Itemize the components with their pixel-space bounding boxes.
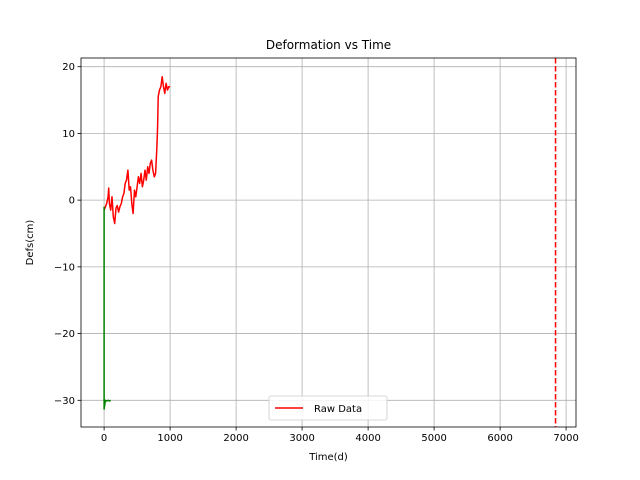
x-tick-label: 5000	[421, 433, 446, 444]
chart-title: Deformation vs Time	[266, 38, 391, 52]
plot-frame	[80, 57, 577, 428]
series-line-green	[103, 206, 112, 410]
y-tick-label: −10	[54, 262, 75, 273]
x-tick-label: 6000	[487, 433, 512, 444]
x-tick-label: 2000	[223, 433, 248, 444]
x-axis-title: Time(d)	[308, 452, 348, 463]
y-tick-label: −30	[54, 396, 75, 407]
y-tick-label: −20	[54, 329, 75, 340]
axis-ticks: 0 1000 2000 3000 4000 5000 6000 7000 −30 −20 −10 0 1…	[54, 62, 579, 444]
legend-label-raw-data: Raw Data	[314, 404, 362, 415]
legend-box	[268, 395, 388, 421]
x-tick-label: 1000	[157, 433, 182, 444]
legend: Raw Data	[268, 395, 388, 421]
x-tick-label: 3000	[289, 433, 314, 444]
series-line-raw-data	[103, 75, 171, 225]
y-tick-label: 0	[69, 196, 75, 207]
y-axis-title: Defs(cm)	[25, 220, 36, 266]
x-tick-label: 0	[101, 433, 107, 444]
y-tick-label: 20	[62, 62, 75, 73]
y-tick-label: 10	[62, 129, 75, 140]
series-layer	[103, 58, 557, 427]
x-tick-label: 7000	[553, 433, 578, 444]
grid	[81, 58, 576, 427]
x-tick-label: 4000	[355, 433, 380, 444]
